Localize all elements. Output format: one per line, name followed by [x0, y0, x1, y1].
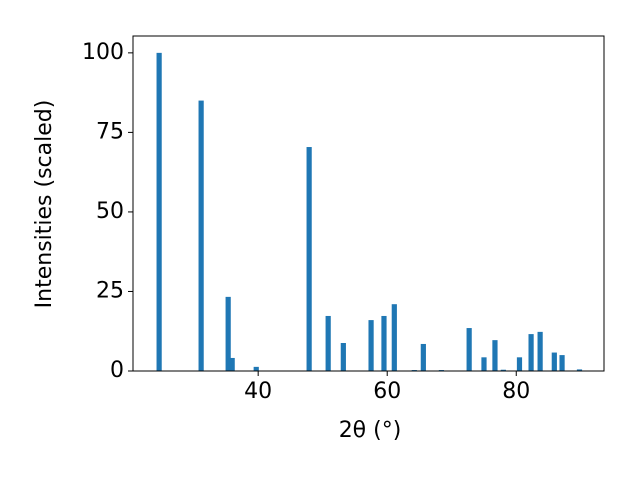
- y-axis-label: Intensities (scaled): [32, 100, 57, 309]
- bar: [381, 315, 387, 371]
- bar: [559, 355, 565, 371]
- bar: [198, 100, 204, 371]
- y-tick-label: 25: [96, 278, 124, 303]
- y-tick-label: 75: [96, 119, 124, 144]
- bar: [481, 357, 487, 371]
- bar: [466, 328, 472, 371]
- bar: [537, 331, 543, 371]
- y-tick-label: 50: [96, 199, 124, 224]
- bar: [516, 357, 523, 371]
- bar: [551, 352, 557, 371]
- x-axis-label: 2θ (°): [339, 418, 402, 443]
- bar: [576, 369, 583, 371]
- bar: [420, 343, 426, 371]
- bar: [156, 52, 162, 371]
- bar: [325, 315, 331, 371]
- x-tick-label: 80: [502, 379, 530, 404]
- bar: [391, 304, 397, 371]
- x-tick-label: 60: [373, 379, 401, 404]
- bar: [500, 369, 506, 371]
- bar: [492, 340, 498, 371]
- bar: [225, 296, 231, 371]
- bar: [229, 357, 235, 371]
- x-tick-label: 40: [244, 379, 272, 404]
- plot-frame: [132, 35, 605, 372]
- bar: [528, 334, 534, 371]
- y-tick-label: 100: [82, 40, 124, 65]
- bar: [253, 366, 259, 371]
- bar: [368, 320, 374, 371]
- y-tick-label: 0: [110, 358, 124, 383]
- bar: [340, 343, 346, 371]
- bar: [306, 147, 312, 371]
